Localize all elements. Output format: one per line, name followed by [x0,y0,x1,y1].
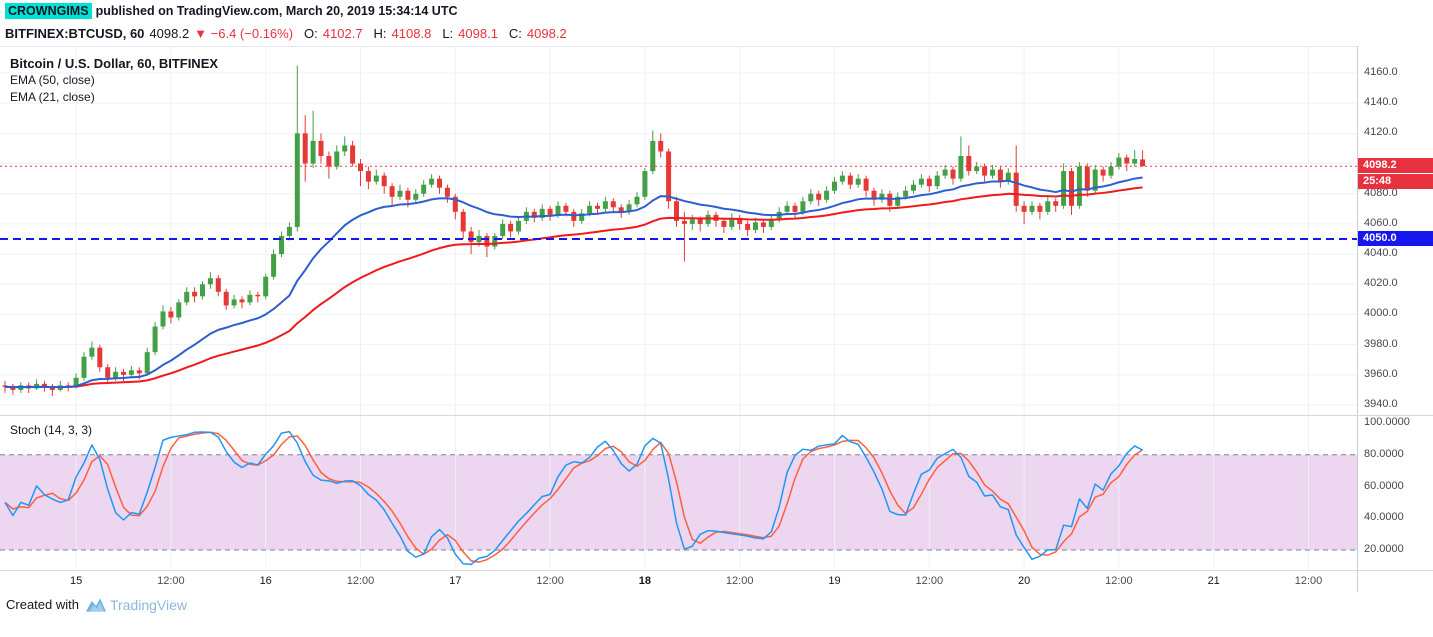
stoch-axis-label: 20.0000 [1364,543,1404,555]
price-axis-label: 4140.0 [1364,96,1398,109]
created-with-text: Created with [6,597,79,612]
last-price-badge: 4098.2 [1358,157,1433,173]
high-value: 4108.8 [391,26,432,41]
stoch-axis-label: 100.0000 [1364,416,1410,428]
price-axis-label: 4080.0 [1364,186,1398,199]
tradingview-brand-link[interactable]: TradingView [109,597,188,613]
time-axis-label: 12:00 [346,575,375,587]
time-axis-label: 20 [1017,575,1031,587]
support-price-badge: 4050.0 [1358,230,1433,246]
legend-ema21[interactable]: EMA (21, close) [10,90,95,104]
time-axis-label: 16 [259,575,272,587]
time-axis-label: 17 [449,575,462,587]
close-value: 4098.2 [526,26,567,41]
footer: Created with TradingView [0,592,1433,637]
time-axis-label: 12:00 [157,575,185,587]
time-axis-label: 18 [638,575,652,587]
legend-ema50[interactable]: EMA (50, close) [10,73,95,87]
quote-row: BITFINEX:BTCUSD, 60 4098.2 ▼ −6.4 (−0.16… [0,21,1433,46]
price-axis-label: 4040.0 [1364,247,1398,260]
open-value: 4102.7 [322,26,363,41]
publish-info-text: published on TradingView.com, March 20, … [95,3,458,18]
time-axis-label: 12:00 [915,575,944,587]
price-axis-label: 3960.0 [1364,367,1398,380]
last-price-text: 4098.2 [149,26,190,41]
symbol-name: BITFINEX:BTCUSD, 60 [5,26,145,41]
time-axis[interactable]: 15 12:00 16 12:00 17 12:00 18 12:00 19 12:00 20 12:… [0,570,1357,592]
stoch-axis-label: 40.0000 [1364,511,1404,524]
price-axis-label: 3940.0 [1364,398,1398,410]
time-axis-label: 12:00 [536,575,564,587]
time-axis-label: 12:00 [1105,575,1133,587]
pane-divider[interactable] [0,415,1433,416]
price-pane[interactable] [0,47,1357,416]
author-name: CROWNGIMS [5,2,92,19]
time-axis-label: 12:00 [725,575,754,587]
publish-watermark: CROWNGIMS published on TradingView.com, … [0,0,1433,21]
price-axis-label: 4020.0 [1364,277,1398,290]
price-axis-label: 4120.0 [1364,126,1398,139]
time-axis-label: 12:00 [1294,575,1323,587]
time-axis-label: 15 [69,575,83,587]
stoch-pane[interactable] [0,416,1357,571]
main-pane-legend[interactable]: Bitcoin / U.S. Dollar, 60, BITFINEX EMA … [10,55,218,106]
stoch-axis-label: 60.0000 [1364,479,1404,492]
price-axis-label: 4160.0 [1364,66,1398,78]
chart-title: Bitcoin / U.S. Dollar, 60, BITFINEX [10,56,219,71]
price-axis-label: 4060.0 [1364,216,1398,229]
low-value: 4098.1 [458,26,498,41]
time-axis-label: 21 [1207,575,1220,587]
stoch-axis-label: 80.0000 [1364,447,1404,460]
stoch-legend[interactable]: Stoch (14, 3, 3) [10,423,93,437]
price-axis-label: 3980.0 [1364,337,1398,350]
low-label: L: [442,26,454,41]
price-axis[interactable]: 4160.04140.04120.04100.04080.04060.04040… [1357,46,1433,592]
tradingview-logo-icon [85,598,106,612]
price-axis-label: 4000.0 [1364,307,1398,320]
open-label: O: [304,26,318,41]
time-axis-label: 19 [828,575,841,587]
price-change-text: ▼ −6.4 (−0.16%) [194,26,294,41]
high-label: H: [373,26,387,41]
bar-countdown-badge: 25:48 [1358,173,1433,189]
chart-area[interactable]: Bitcoin / U.S. Dollar, 60, BITFINEX EMA … [0,46,1357,593]
time-axis-divider [0,570,1433,571]
close-label: C: [508,26,522,41]
